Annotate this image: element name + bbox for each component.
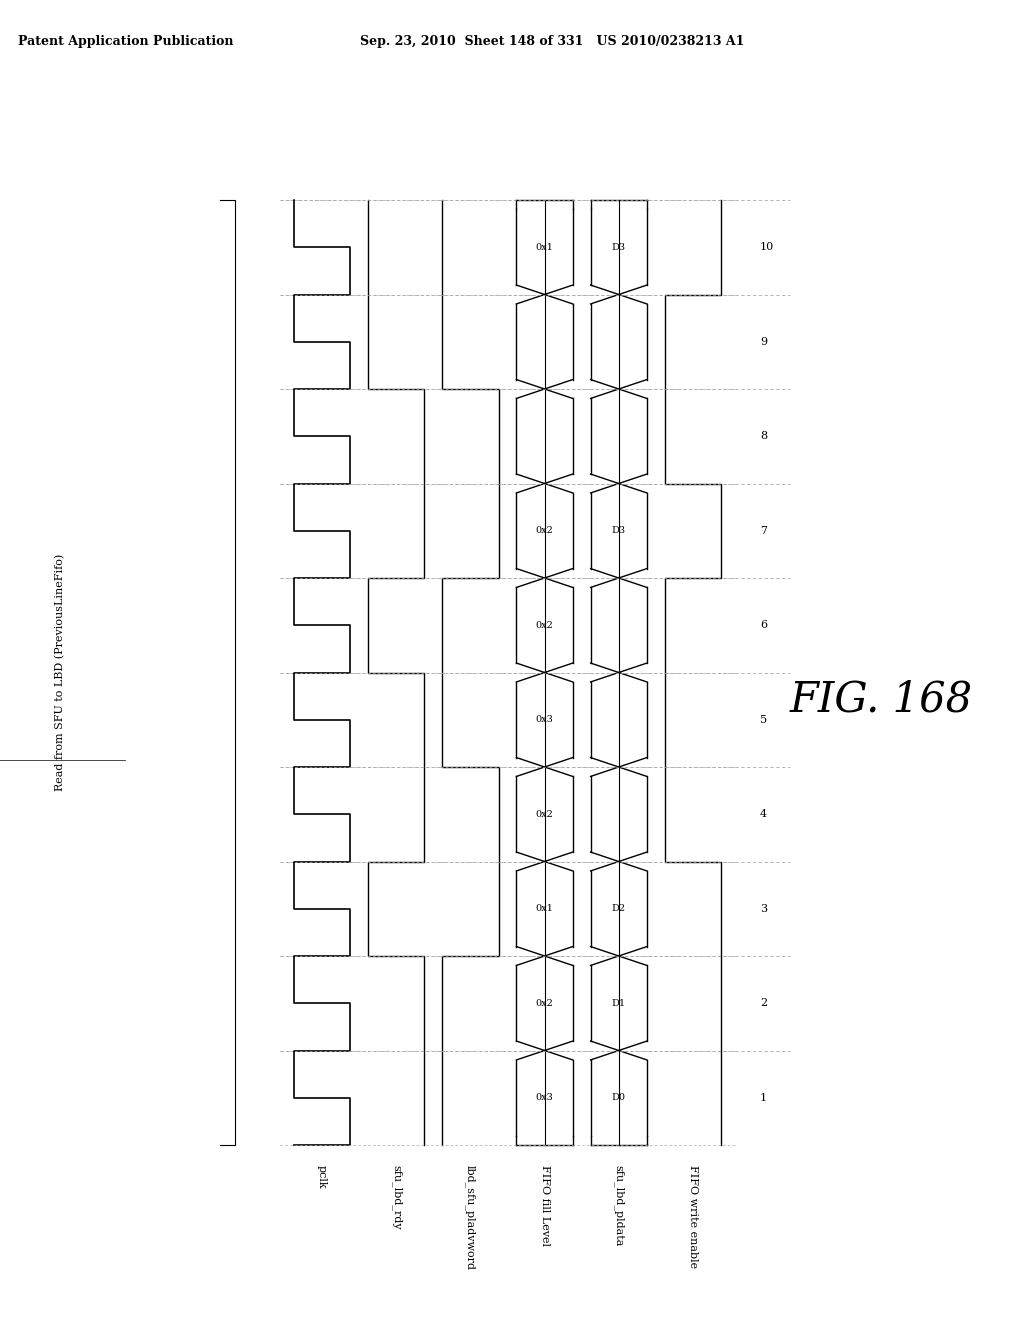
Text: FIFO write enable: FIFO write enable xyxy=(688,1166,698,1269)
Text: FIG. 168: FIG. 168 xyxy=(790,678,973,721)
Text: D3: D3 xyxy=(611,243,626,252)
Text: 2: 2 xyxy=(760,998,767,1008)
Text: Read from SFU to LBD (PreviousLineFifo): Read from SFU to LBD (PreviousLineFifo) xyxy=(55,554,66,791)
Text: D0: D0 xyxy=(611,1093,626,1102)
Text: 8: 8 xyxy=(760,432,767,441)
Text: 0x2: 0x2 xyxy=(536,999,554,1007)
Text: pclk: pclk xyxy=(317,1166,327,1188)
Text: Sep. 23, 2010  Sheet 148 of 331   US 2010/0238213 A1: Sep. 23, 2010 Sheet 148 of 331 US 2010/0… xyxy=(360,36,744,48)
Text: 10: 10 xyxy=(760,243,774,252)
Text: 0x3: 0x3 xyxy=(536,715,554,725)
Text: 0x2: 0x2 xyxy=(536,809,554,818)
Text: 7: 7 xyxy=(760,525,767,536)
Text: sfu_lbd_rdy: sfu_lbd_rdy xyxy=(391,1166,401,1230)
Text: 0x3: 0x3 xyxy=(536,1093,554,1102)
Text: 9: 9 xyxy=(760,337,767,347)
Text: 6: 6 xyxy=(760,620,767,630)
Text: 0x1: 0x1 xyxy=(536,243,554,252)
Text: 0x2: 0x2 xyxy=(536,620,554,630)
Text: FIFO fill Level: FIFO fill Level xyxy=(540,1166,550,1246)
Text: Patent Application Publication: Patent Application Publication xyxy=(18,36,233,48)
Text: 0x1: 0x1 xyxy=(536,904,554,913)
Text: D2: D2 xyxy=(611,904,626,913)
Text: 3: 3 xyxy=(760,904,767,913)
Text: lbd_sfu_pladvword: lbd_sfu_pladvword xyxy=(465,1166,476,1270)
Text: 5: 5 xyxy=(760,714,767,725)
Text: D1: D1 xyxy=(611,999,626,1007)
Text: 4: 4 xyxy=(760,809,767,820)
Text: sfu_lbd_pldata: sfu_lbd_pldata xyxy=(613,1166,624,1246)
Text: 1: 1 xyxy=(760,1093,767,1102)
Text: 0x2: 0x2 xyxy=(536,527,554,535)
Text: D3: D3 xyxy=(611,527,626,535)
